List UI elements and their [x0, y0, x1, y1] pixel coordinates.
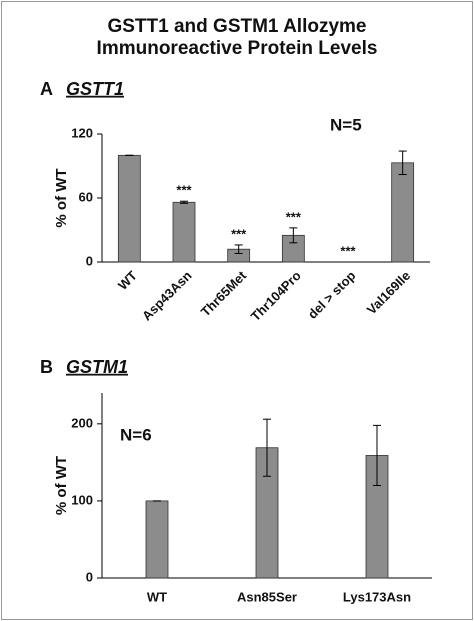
- x-tick-label: WT: [115, 268, 140, 293]
- panel-letter: A: [40, 79, 53, 99]
- bar: [391, 162, 415, 263]
- x-tick-label: Val169Ile: [364, 268, 413, 317]
- annotation: N=5: [330, 115, 362, 134]
- significance: ***: [176, 183, 192, 198]
- x-tick-label: Thr104Pro: [248, 268, 304, 324]
- figure-title: GSTT1 and GSTM1 Allozyme Immunoreactive …: [96, 16, 378, 59]
- panel-title: GSTM1: [66, 357, 128, 377]
- y-tick-label: 60: [79, 189, 93, 204]
- y-tick-label: 120: [71, 125, 93, 140]
- x-tick-label: del > stop: [305, 268, 359, 322]
- bar: [145, 500, 169, 579]
- x-tick-label: Asn85Ser: [237, 589, 297, 604]
- y-axis-label: % of WT: [53, 168, 70, 227]
- x-tick-label: Asp43Asn: [139, 268, 195, 324]
- annotation: N=6: [120, 425, 152, 444]
- y-tick-label: 0: [86, 569, 93, 584]
- bar: [172, 201, 196, 263]
- significance: ***: [231, 226, 247, 241]
- x-tick-label: WT: [147, 589, 167, 604]
- bar: [117, 154, 141, 263]
- x-tick-label: Thr65Met: [198, 267, 250, 319]
- y-tick-label: 100: [71, 492, 93, 507]
- significance: ***: [340, 243, 356, 258]
- y-tick-label: 200: [71, 415, 93, 430]
- x-tick-label: Lys173Asn: [343, 589, 411, 604]
- significance: ***: [286, 209, 302, 224]
- y-tick-label: 0: [86, 253, 93, 268]
- panel-letter: B: [40, 357, 53, 377]
- y-axis-label: % of WT: [53, 456, 70, 515]
- panel-title: GSTT1: [66, 79, 124, 99]
